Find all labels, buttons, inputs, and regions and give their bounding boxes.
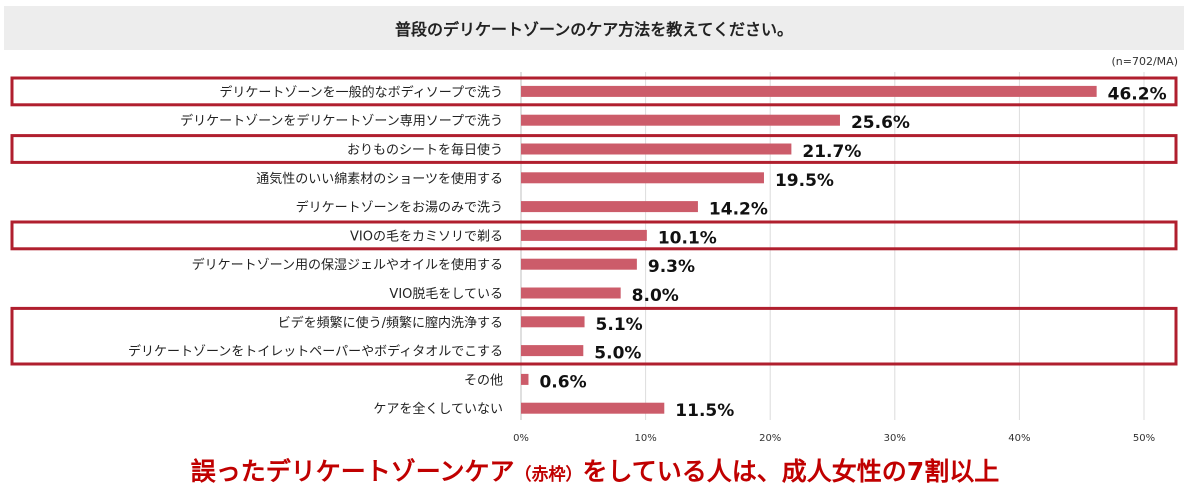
caption-red-frame-note: （赤枠） [514,465,583,485]
category-label: デリケートゾーンをデリケートゾーン専用ソープで洗う [180,113,503,129]
x-tick-label: 50% [1133,433,1155,444]
value-label: 8.0% [632,286,679,306]
x-tick-label: 40% [1008,433,1030,444]
caption-main: 誤ったデリケートゾーンケア [190,457,515,486]
value-label: 21.7% [802,142,861,162]
bottom-caption: 誤ったデリケートゾーンケア（赤枠）をしている人は、成人女性の7割以上 [0,452,1190,488]
bar [521,201,698,213]
highlight-frame [10,76,1178,107]
bar [521,316,585,328]
value-label: 19.5% [775,171,834,191]
x-tick-label: 10% [634,433,656,444]
value-label: 25.6% [851,113,910,133]
category-label: その他 [464,373,503,388]
category-label: おりものシートを毎日使う [347,142,503,158]
bar [521,373,529,385]
category-label: デリケートゾーンをお湯のみで洗う [296,200,503,216]
highlight-frame [10,220,1178,251]
value-label: 10.1% [658,228,717,248]
bar [521,402,665,414]
category-label: VIOの毛をカミソリで剃る [350,229,503,244]
bar [521,229,647,241]
bar [521,85,1097,97]
category-label: ビデを頻繁に使う/頻繁に膣内洗浄する [278,315,503,331]
category-label: 通気性のいい綿素材のショーツを使用する [256,171,503,187]
value-label: 5.1% [596,315,643,335]
x-tick-label: 30% [884,433,906,444]
category-label: VIO脱毛をしている [389,287,503,302]
bar [521,172,764,184]
value-label: 0.6% [539,372,586,392]
value-label: 14.2% [709,200,768,220]
chart-title-band: 普段のデリケートゾーンのケア方法を教えてください。 [4,6,1184,50]
bar [521,258,637,270]
bar [521,143,792,155]
value-label: 9.3% [648,257,695,277]
bar [521,114,840,126]
category-label: デリケートゾーン用の保湿ジェルやオイルを使用する [192,257,503,273]
highlight-frame [10,306,1178,366]
value-label: 11.5% [675,401,734,421]
x-tick-label: 0% [513,433,529,444]
value-label: 46.2% [1108,84,1167,104]
sample-size-note: (n=702/MA) [1111,55,1179,68]
caption-conclusion: をしている人は、成人女性の7割以上 [582,457,1000,486]
value-label: 5.0% [594,344,641,364]
category-label: デリケートゾーンを一般的なボディソープで洗う [219,84,503,100]
x-tick-label: 20% [759,433,781,444]
bar [521,287,621,299]
bar [521,345,584,357]
chart-title: 普段のデリケートゾーンのケア方法を教えてください。 [395,20,793,39]
category-label: デリケートゾーンをトイレットペーパーやボディタオルでこする [128,344,503,360]
category-label: ケアを全くしていない [373,401,503,417]
highlight-frame [10,134,1178,164]
